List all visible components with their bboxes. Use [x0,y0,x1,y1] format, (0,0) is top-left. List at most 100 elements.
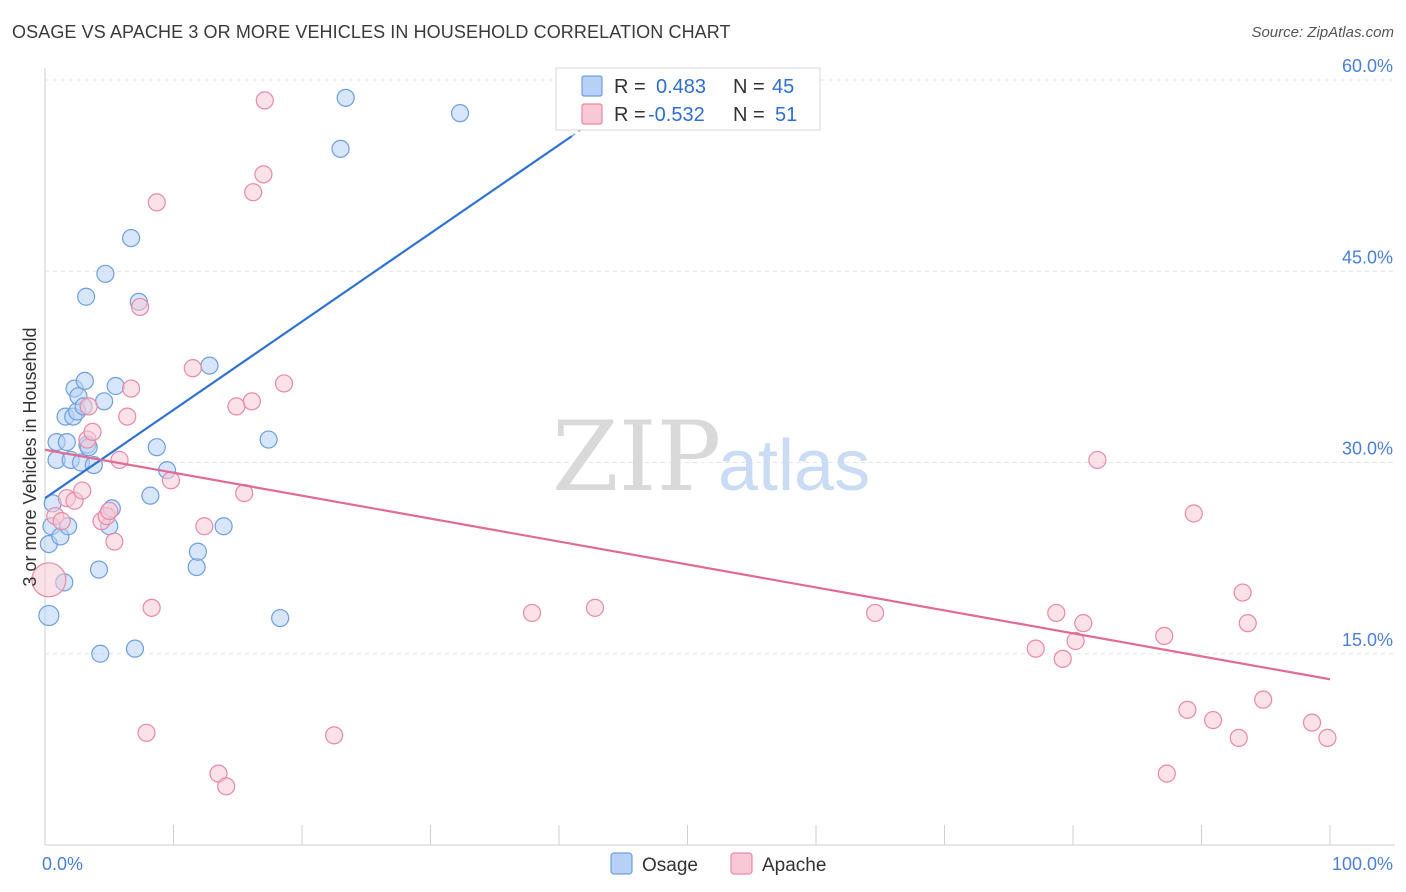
apache-point-42 [1155,626,1174,646]
osage-point-43 [336,88,355,107]
osage-point-18 [75,371,94,390]
legend-osage-n-value: 45 [772,76,794,98]
apache-point-29 [254,165,273,184]
apache-point-30 [255,91,274,110]
x-tick-label-1: 100.0% [1332,854,1393,874]
apache-point-11 [100,501,119,521]
osage-point-31 [125,639,145,658]
apache-point-35 [866,603,885,623]
trend-layer [44,99,1331,681]
apache-point-41 [1088,450,1107,470]
apache-point-16 [130,297,150,317]
correlation-legend: R = 0.483 N = 45 R = -0.532 N = 51 [555,67,821,131]
apache-point-39 [1066,631,1085,651]
osage-point-39 [214,517,233,536]
apache-point-40 [1074,614,1093,633]
apache-point-25 [227,397,246,416]
legend-osage-n-label: N = [733,76,765,98]
apache-point-5 [73,481,92,500]
osage-point-30 [121,229,141,248]
x-tick-label-0: 0.0% [42,854,83,874]
bottom-legend-osage-label: Osage [642,855,698,876]
legend-apache-swatch [581,103,603,125]
osage-point-25 [95,392,114,411]
bottom-legend-apache-label: Apache [762,855,826,876]
apache-point-22 [195,517,214,536]
osage-point-29 [106,376,125,396]
bottom-legend-apache-swatch [730,852,753,875]
osage-point-9 [57,433,76,452]
osage-trend-line [44,135,573,500]
apache-point-48 [1233,583,1252,602]
apache-point-19 [147,193,166,212]
legend-apache-r-value: -0.532 [648,104,705,126]
osage-point-37 [188,542,208,561]
legend-osage-swatch [581,75,603,97]
osage-point-23 [89,560,109,579]
apache-point-12 [105,532,124,551]
osage-point-42 [331,139,350,158]
watermark-atlas: atlas [718,426,870,506]
apache-point-8 [83,422,102,441]
osage-point-24 [91,644,110,663]
apache-point-47 [1229,728,1248,748]
apache-point-44 [1178,700,1197,719]
grid-layer [45,79,1395,655]
legend-osage-r-value: 0.483 [656,76,706,98]
apache-point-49 [1238,614,1257,633]
osage-point-40 [259,430,278,449]
apache-point-52 [1318,728,1337,748]
osage-point-0 [38,604,60,627]
apache-point-51 [1302,713,1322,732]
apache-point-28 [244,183,263,202]
legend-apache-n-label: N = [733,104,765,126]
apache-point-17 [137,723,156,742]
osage-point-19 [77,287,96,306]
apache-point-33 [522,603,542,623]
apache-point-15 [121,379,141,398]
bottom-legend-osage-swatch [610,852,633,875]
apache-point-7 [79,397,98,416]
apache-point-38 [1053,649,1072,668]
legend-osage-r-label: R = [614,76,646,98]
osage-point-38 [200,356,219,375]
apache-point-37 [1047,603,1066,623]
y-axis-title: 3 or more Vehicles in Household [20,327,40,586]
apache-point-34 [585,598,605,617]
legend-apache-n-value: 51 [775,104,797,126]
legend-apache-r-label: R = [614,104,646,126]
apache-point-24 [217,777,236,796]
series-legend: Osage Apache [610,852,826,876]
osage-point-26 [96,264,115,283]
axis-layer [44,68,1395,846]
osage-point-34 [147,438,166,457]
osage-point-33 [141,486,160,505]
apache-point-32 [325,726,344,745]
apache-point-27 [242,392,261,411]
apache-point-46 [1203,710,1223,730]
apache-point-18 [142,598,161,617]
chart-source: Source: ZipAtlas.com [1251,24,1394,41]
apache-point-21 [183,359,202,378]
apache-point-13 [110,450,129,470]
labels-layer: 15.0% 30.0% 45.0% 60.0% 0.0% 100.0% 3 or more … [20,56,1393,874]
apache-point-45 [1184,504,1203,523]
apache-point-31 [274,374,294,393]
apache-point-0 [31,562,67,598]
apache-point-36 [1026,639,1045,658]
osage-point-36 [187,557,206,577]
osage-point-44 [450,104,470,123]
y-tick-label-3: 60.0% [1342,56,1393,76]
y-tick-label-0: 15.0% [1342,630,1393,650]
apache-point-2 [52,512,71,531]
y-tick-label-1: 30.0% [1342,439,1393,459]
osage-point-41 [271,608,290,628]
watermark: ZIP atlas [552,401,870,513]
y-tick-label-2: 45.0% [1342,247,1393,267]
points-layer [31,88,1337,796]
apache-point-50 [1254,690,1273,709]
apache-trend-line [44,448,1331,681]
watermark-zip: ZIP [552,401,721,513]
apache-point-14 [118,407,137,426]
